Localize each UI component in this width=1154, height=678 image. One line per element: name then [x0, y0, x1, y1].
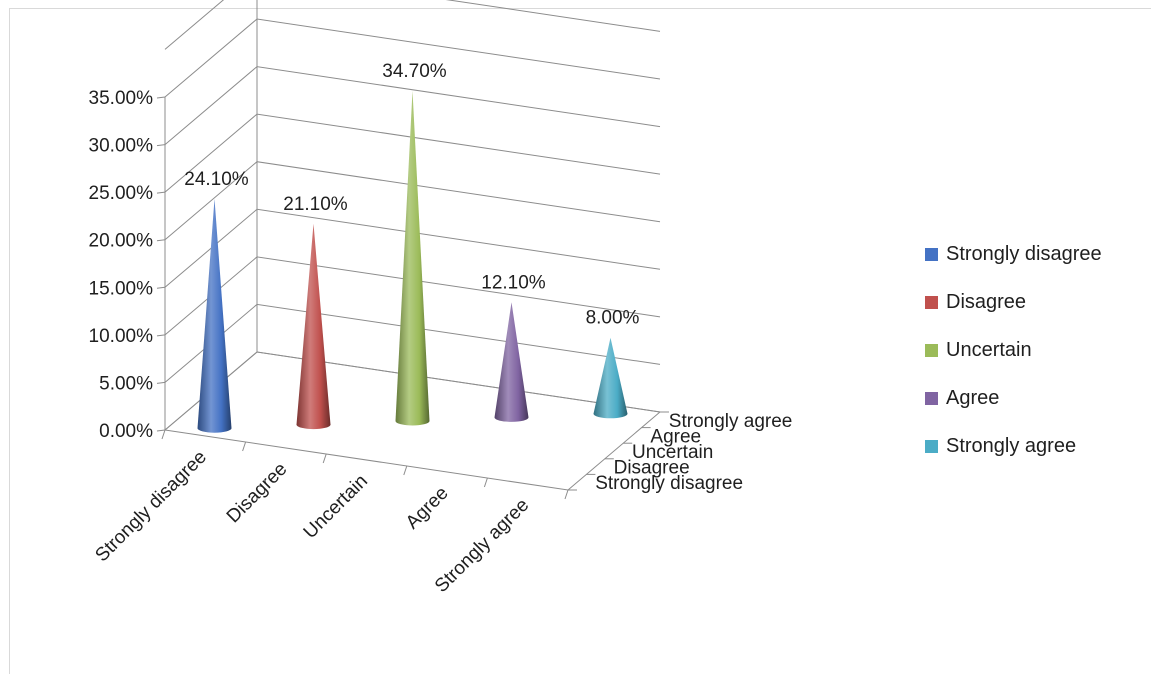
data-label: 12.10%	[481, 272, 546, 293]
y-tick	[156, 239, 166, 242]
gridline	[164, 351, 661, 431]
legend-swatch	[925, 439, 938, 453]
legend-item: Disagree	[925, 278, 1150, 326]
legend-swatch	[925, 391, 938, 405]
x-tick	[242, 441, 247, 452]
y-tick-label: 20.00%	[89, 231, 154, 252]
y-tick-label: 10.00%	[89, 326, 154, 347]
x-tick-label: Strongly agree	[431, 495, 533, 597]
legend-label: Disagree	[946, 290, 1027, 313]
gridline	[164, 18, 661, 98]
depth-label: Uncertain	[632, 442, 713, 463]
gridline	[164, 303, 661, 383]
x-tick-label: Disagree	[223, 459, 292, 528]
gridlines	[164, 0, 661, 431]
y-tick	[156, 96, 166, 99]
legend-label: Strongly disagree	[946, 242, 1102, 265]
gridline	[164, 0, 661, 50]
y-tick-label: 30.00%	[89, 136, 154, 157]
cones	[197, 90, 628, 433]
x-tick-label: Uncertain	[300, 471, 372, 543]
chart-frame	[9, 8, 1151, 674]
x-tick	[403, 465, 408, 476]
y-tick	[156, 191, 166, 194]
y-tick-label: 15.00%	[89, 278, 154, 299]
y-axis-tick-labels: 0.00% 5.00% 10.00% 15.00% 20.00% 25.00% 30.00%…	[89, 88, 154, 442]
legend: Strongly disagree Disagree Uncertain Agr…	[925, 230, 1150, 470]
y-tick	[156, 334, 166, 337]
data-label: 24.10%	[184, 169, 249, 190]
cone	[593, 337, 628, 419]
x-tick	[322, 453, 327, 464]
x-tick	[564, 489, 569, 500]
cone	[494, 302, 529, 422]
y-tick	[156, 144, 166, 147]
legend-item: Agree	[925, 374, 1150, 422]
depth-axis-labels: Strongly disagreeDisagreeUncertainAgreeS…	[595, 411, 792, 494]
data-labels: 24.10% 21.10% 34.70% 12.10% 8.00%	[184, 61, 639, 329]
y-tick-label: 0.00%	[99, 421, 153, 442]
gridline	[164, 161, 661, 241]
gridline	[164, 66, 661, 145]
y-tick	[156, 429, 166, 432]
gridline	[164, 256, 661, 336]
legend-item: Strongly disagree	[925, 230, 1150, 278]
legend-label: Strongly agree	[946, 434, 1077, 457]
data-label: 8.00%	[586, 308, 640, 329]
legend-swatch	[925, 247, 938, 261]
legend-swatch	[925, 343, 938, 357]
cone	[395, 90, 430, 426]
legend-label: Agree	[946, 386, 1000, 409]
data-label: 21.10%	[283, 194, 348, 215]
x-tick-label: Agree	[402, 483, 453, 534]
gridline	[164, 113, 661, 193]
y-tick-label: 25.00%	[89, 183, 154, 204]
depth-label: Disagree	[614, 458, 690, 479]
x-tick	[161, 429, 166, 440]
y-tick-label: 35.00%	[89, 88, 154, 109]
gridline	[164, 208, 661, 288]
legend-item: Uncertain	[925, 326, 1150, 374]
legend-label: Uncertain	[946, 338, 1032, 361]
cone	[296, 223, 331, 430]
axes	[156, 96, 669, 500]
depth-label: Strongly disagree	[595, 473, 743, 494]
legend-item: Strongly agree	[925, 422, 1150, 470]
depth-label: Agree	[650, 426, 701, 447]
x-tick	[483, 477, 488, 488]
x-tick-label: Strongly disagree	[91, 447, 210, 566]
y-tick	[156, 286, 166, 289]
y-tick-label: 5.00%	[99, 373, 153, 394]
legend-swatch	[925, 295, 938, 309]
y-tick	[156, 381, 166, 384]
depth-label: Strongly agree	[669, 411, 793, 432]
cone	[197, 198, 232, 433]
data-label: 34.70%	[382, 61, 447, 82]
